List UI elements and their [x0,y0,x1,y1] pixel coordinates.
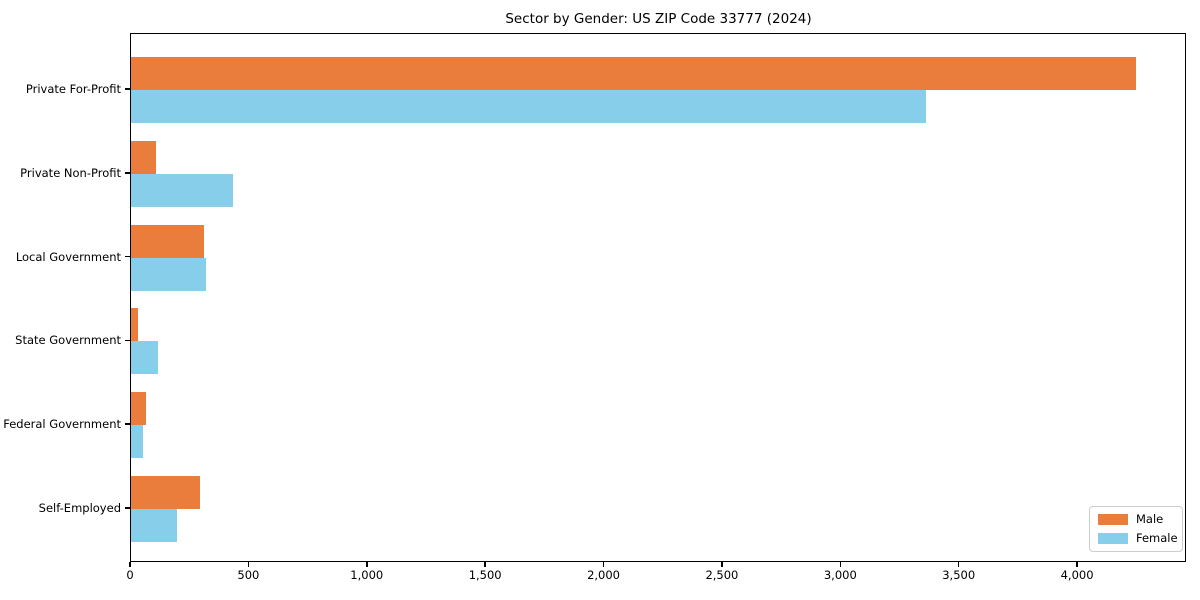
y-tick [125,423,130,425]
bar-female-local-government [131,257,207,291]
bar-female-federal-government [131,425,144,459]
x-tick-label-2-000: 2,000 [587,568,620,582]
x-tick-label-4-000: 4,000 [1060,568,1094,582]
x-tick-label-3-500: 3,500 [942,568,976,582]
y-tick-label-self-employed: Self-Employed [38,501,121,515]
legend-label-male: Male [1136,512,1164,526]
x-tick [957,562,960,567]
female-swatch-icon [1098,533,1128,544]
y-tick-label-local-government: Local Government [15,249,121,264]
plot-area [130,33,1186,562]
bar-female-private-for-profit [131,90,926,123]
y-tick-label-private-for-profit: Private For-Profit [25,82,121,96]
bar-male-private-for-profit [131,57,1137,90]
y-tick-label-private-non-profit: Private Non-Profit [20,165,121,180]
bar-male-state-government [131,308,139,342]
y-tick [125,255,130,258]
y-tick [125,88,130,90]
x-tick [839,562,842,567]
x-tick [721,562,723,567]
y-tick [125,172,130,174]
x-tick-label-500: 500 [237,568,260,582]
y-tick [125,339,130,342]
legend-entry-male: Male [1098,513,1174,526]
x-tick-label-0: 0 [126,568,134,582]
chart-title: Sector by Gender: US ZIP Code 33777 (202… [505,11,812,27]
x-tick-label-1-500: 1,500 [468,568,502,582]
x-tick [247,562,250,567]
x-tick-label-2-500: 2,500 [705,568,739,582]
x-tick [484,562,486,567]
x-tick [129,562,131,567]
male-swatch-icon [1098,514,1128,525]
bar-female-private-non-profit [131,173,234,207]
bar-male-self-employed [131,476,201,509]
bar-female-self-employed [131,509,177,542]
legend-label-female: Female [1136,531,1178,545]
x-tick-label-1-000: 1,000 [350,568,384,582]
bar-male-federal-government [131,392,146,426]
y-tick-label-federal-government: Federal Government [3,417,121,432]
bar-male-private-non-profit [131,140,157,174]
x-tick [366,562,368,567]
y-tick [125,507,130,509]
legend: Male Female [1089,506,1183,552]
x-tick-label-3-000: 3,000 [823,568,857,582]
bar-female-state-government [131,341,158,375]
x-tick [602,562,605,567]
bar-male-local-government [131,224,205,258]
legend-entry-female: Female [1098,532,1178,545]
y-tick-label-state-government: State Government [15,333,121,348]
x-tick [1076,562,1078,567]
